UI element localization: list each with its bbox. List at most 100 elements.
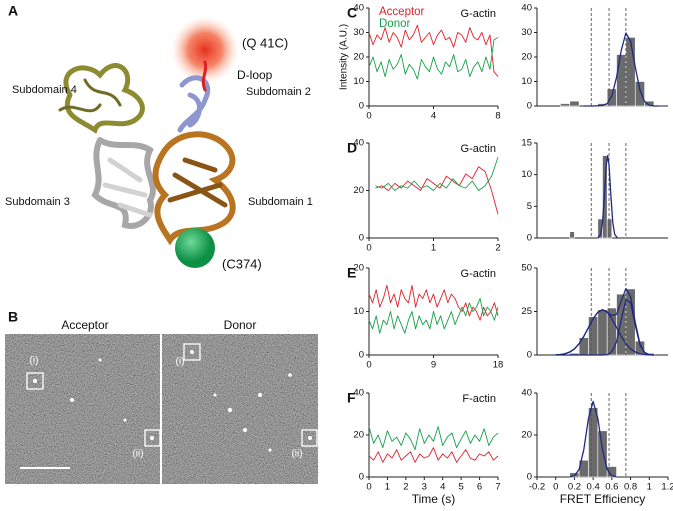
- panel-label: F: [347, 390, 356, 406]
- y-axis-label: Intensity (A.U.): [339, 24, 350, 90]
- x-tick-label: 4: [440, 482, 445, 493]
- histogram-bar: [606, 466, 617, 478]
- y-tick-label: 10: [353, 76, 364, 87]
- y-tick-label: 20: [353, 263, 364, 274]
- x-tick-label: -0.2: [529, 482, 545, 493]
- trace-line: [368, 37, 499, 80]
- trace-line: [368, 426, 499, 451]
- y-tick-label: 20: [521, 430, 532, 441]
- x-tick-label: 1.2: [661, 482, 673, 493]
- spot-label: (i): [30, 356, 39, 367]
- x-tick-label: 2: [403, 482, 408, 493]
- x-tick-label: 1: [647, 482, 652, 493]
- y-tick-label: 0: [359, 350, 364, 361]
- y-tick-label: 0: [359, 472, 364, 483]
- histogram-bar: [588, 316, 599, 356]
- x-tick-label: 3: [422, 482, 427, 493]
- x-tick-label: 4: [431, 111, 436, 122]
- panel-a: A (Q 41C) D-loop Subdomain 4 Subdomain 2…: [5, 3, 313, 272]
- x-tick-label: 8: [495, 111, 500, 122]
- y-tick-label: 0: [359, 101, 364, 112]
- y-tick-label: 10: [521, 169, 532, 180]
- y-tick-label: 0: [359, 233, 364, 244]
- structure-label: (Q 41C): [242, 35, 288, 50]
- panel-label: D: [347, 140, 357, 156]
- donor-probe: [175, 228, 215, 268]
- y-tick-label: 15: [521, 138, 532, 149]
- x-tick-label: 1: [431, 243, 436, 254]
- histogram-bar: [588, 407, 599, 478]
- spot-label: (i): [176, 357, 185, 368]
- acceptor-probe: [171, 16, 239, 84]
- y-tick-label: 10: [521, 76, 532, 87]
- panel-label: E: [347, 265, 356, 281]
- fluorescent-spots: [33, 350, 312, 452]
- y-tick-label: 30: [521, 27, 532, 38]
- structure-label: Subdomain 4: [12, 84, 77, 96]
- x-tick-label: 6: [477, 482, 482, 493]
- structure-label: Subdomain 3: [5, 196, 70, 208]
- histogram-bar: [606, 218, 613, 239]
- fit-curve: [555, 287, 655, 356]
- x-tick-label: 0: [366, 360, 371, 371]
- x-tick-label: 7: [495, 482, 500, 493]
- y-tick-label: 10: [353, 306, 364, 317]
- histogram-bar: [569, 100, 580, 107]
- fit-curve: [597, 155, 618, 239]
- y-tick-label: 20: [353, 430, 364, 441]
- structure-label: Subdomain 1: [248, 196, 313, 208]
- spot-label: (ii): [291, 449, 302, 460]
- x-tick-label: 1: [385, 482, 390, 493]
- y-tick-label: 40: [521, 388, 532, 399]
- image-title: Donor: [224, 318, 257, 332]
- y-tick-label: 5: [527, 201, 532, 212]
- trace-line: [368, 298, 499, 334]
- trace-line: [375, 157, 499, 191]
- y-tick-label: 0: [527, 472, 532, 483]
- chart-title: G-actin: [461, 8, 496, 20]
- legend-entry: Acceptor: [379, 6, 425, 18]
- donor-image: [162, 334, 318, 484]
- y-tick-label: 40: [353, 138, 364, 149]
- x-tick-label: 9: [431, 360, 436, 371]
- chart-title: G-actin: [461, 143, 496, 155]
- x-axis-label: Time (s): [412, 492, 456, 506]
- x-tick-label: 0.8: [624, 482, 637, 493]
- y-tick-label: 0: [527, 233, 532, 244]
- fit-curve: [569, 400, 617, 478]
- y-tick-label: 40: [353, 3, 364, 14]
- spot-label: (ii): [132, 449, 143, 460]
- panel-label: A: [8, 3, 18, 19]
- chart-title: G-actin: [461, 268, 496, 280]
- y-tick-label: 25: [521, 306, 532, 317]
- structure-label: (C374): [222, 256, 262, 271]
- x-tick-label: 0: [366, 243, 371, 254]
- histogram-bar: [616, 54, 627, 107]
- x-tick-label: 0: [553, 482, 558, 493]
- x-tick-label: 0: [366, 111, 371, 122]
- selection-boxes: [26, 343, 318, 447]
- x-tick-label: 0.4: [587, 482, 600, 493]
- panel-label: C: [347, 5, 357, 21]
- trace-line: [368, 284, 499, 321]
- structure-label: D-loop: [237, 68, 273, 82]
- y-tick-label: 0: [527, 350, 532, 361]
- histogram-bar: [578, 337, 589, 356]
- chart-title: F-actin: [462, 393, 496, 405]
- y-tick-label: 30: [353, 27, 364, 38]
- x-tick-label: 2: [495, 243, 500, 254]
- histogram-bar: [644, 100, 655, 107]
- y-tick-label: 40: [521, 3, 532, 14]
- histogram-bar: [560, 103, 571, 107]
- y-tick-label: 50: [521, 263, 532, 274]
- histogram-bar: [625, 37, 636, 107]
- x-tick-label: 18: [493, 360, 504, 371]
- image-title: Acceptor: [61, 318, 108, 332]
- y-tick-label: 20: [353, 52, 364, 63]
- fit-curve: [583, 32, 659, 107]
- y-tick-label: 20: [353, 185, 364, 196]
- trace-line: [368, 447, 499, 463]
- panel-label: B: [8, 309, 18, 325]
- histogram-bar: [569, 231, 575, 239]
- x-tick-label: 5: [458, 482, 463, 493]
